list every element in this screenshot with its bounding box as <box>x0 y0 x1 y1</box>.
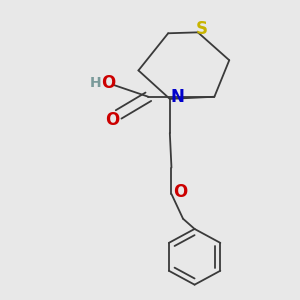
Text: O: O <box>102 74 116 92</box>
Text: S: S <box>196 20 208 38</box>
Text: N: N <box>170 88 184 106</box>
Text: O: O <box>106 111 120 129</box>
Text: H: H <box>90 76 101 89</box>
Text: O: O <box>174 183 188 201</box>
